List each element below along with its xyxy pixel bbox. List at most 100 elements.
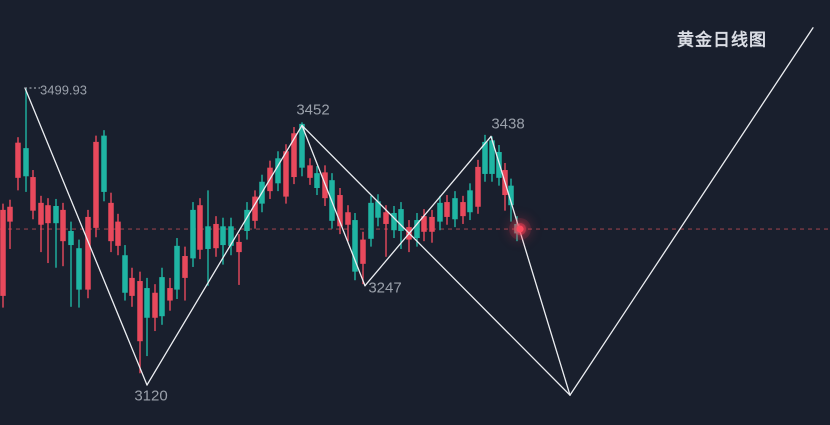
candle-body bbox=[38, 202, 44, 225]
candle bbox=[68, 221, 74, 307]
candle bbox=[85, 209, 91, 299]
candle-body bbox=[76, 248, 82, 290]
candle bbox=[115, 213, 121, 256]
candle-body bbox=[228, 226, 234, 246]
candle bbox=[7, 199, 13, 249]
candle-body bbox=[368, 202, 374, 239]
candle bbox=[421, 209, 427, 242]
candle-body bbox=[496, 152, 502, 178]
candle bbox=[108, 192, 114, 253]
trend-line bbox=[490, 135, 571, 396]
candle-body bbox=[444, 202, 450, 217]
current-price-dot bbox=[516, 225, 524, 233]
price-annotation: 3438 bbox=[491, 115, 525, 133]
candle bbox=[496, 145, 502, 186]
candle bbox=[205, 190, 211, 286]
candle-body bbox=[60, 209, 66, 242]
candle bbox=[337, 188, 343, 235]
candle bbox=[444, 195, 450, 225]
trend-line bbox=[569, 27, 814, 396]
candle-body bbox=[45, 205, 51, 224]
candle-body bbox=[460, 202, 466, 217]
candle-body bbox=[299, 123, 305, 168]
candle-body bbox=[85, 216, 91, 290]
candle-body bbox=[205, 226, 211, 249]
candle-body bbox=[398, 209, 404, 231]
candle bbox=[38, 195, 44, 253]
candle bbox=[190, 202, 196, 267]
candle-body bbox=[437, 202, 443, 222]
candle-body bbox=[291, 133, 297, 178]
candle bbox=[460, 195, 466, 224]
candle bbox=[275, 151, 281, 192]
candle bbox=[30, 170, 36, 220]
price-annotation: 3120 bbox=[134, 387, 168, 405]
candle bbox=[452, 191, 458, 228]
candle bbox=[345, 205, 351, 242]
candle bbox=[197, 198, 203, 260]
trend-line bbox=[24, 87, 148, 386]
candle bbox=[45, 198, 51, 264]
candle bbox=[391, 205, 397, 239]
candle-body bbox=[275, 158, 281, 184]
trend-lines-group bbox=[24, 27, 814, 396]
candle bbox=[360, 231, 366, 285]
candle-body bbox=[30, 177, 36, 211]
candle-body bbox=[375, 201, 381, 218]
candle bbox=[429, 209, 435, 243]
candle-body bbox=[101, 135, 107, 192]
candle bbox=[299, 122, 305, 177]
candle-body bbox=[475, 166, 481, 207]
candle bbox=[252, 190, 258, 229]
candle-body bbox=[352, 220, 358, 272]
candle bbox=[167, 277, 173, 311]
candle-body bbox=[421, 216, 427, 232]
candle bbox=[174, 238, 180, 300]
price-annotation: 3247 bbox=[368, 279, 402, 297]
candle bbox=[213, 216, 219, 257]
candle-body bbox=[314, 173, 320, 189]
candle-body bbox=[167, 288, 173, 301]
candle bbox=[122, 245, 128, 301]
candle bbox=[144, 277, 150, 357]
candle bbox=[76, 239, 82, 308]
candle bbox=[383, 205, 389, 257]
candle bbox=[489, 136, 495, 182]
candle bbox=[129, 267, 135, 307]
candle-body bbox=[0, 209, 6, 296]
candle-body bbox=[144, 288, 150, 318]
candle bbox=[314, 166, 320, 196]
candle bbox=[467, 183, 473, 221]
candle-body bbox=[489, 140, 495, 174]
candle bbox=[101, 130, 107, 202]
candle-body bbox=[213, 223, 219, 249]
candle bbox=[244, 202, 250, 240]
candle bbox=[236, 234, 242, 285]
candle bbox=[137, 271, 143, 374]
candle-body bbox=[174, 245, 180, 290]
candle-body bbox=[236, 241, 242, 253]
candle bbox=[152, 284, 158, 332]
trend-line bbox=[364, 135, 492, 287]
candle bbox=[228, 217, 234, 256]
trend-line bbox=[301, 124, 366, 287]
price-annotation: 3452 bbox=[296, 101, 330, 119]
candle-body bbox=[108, 202, 114, 242]
candle-body bbox=[15, 142, 21, 178]
candle bbox=[437, 195, 443, 231]
candle-body bbox=[122, 255, 128, 293]
candle-body bbox=[190, 209, 196, 259]
candle-body bbox=[452, 198, 458, 220]
candle-body bbox=[244, 209, 250, 231]
candle-body bbox=[429, 216, 435, 232]
chart-title: 黄金日线图 bbox=[677, 30, 767, 50]
candle-body bbox=[360, 239, 366, 264]
candle-body bbox=[23, 148, 29, 177]
candle-body bbox=[391, 213, 397, 231]
candle bbox=[352, 213, 358, 281]
candle-body bbox=[467, 190, 473, 213]
candle-body bbox=[252, 196, 258, 221]
candle bbox=[93, 135, 99, 238]
